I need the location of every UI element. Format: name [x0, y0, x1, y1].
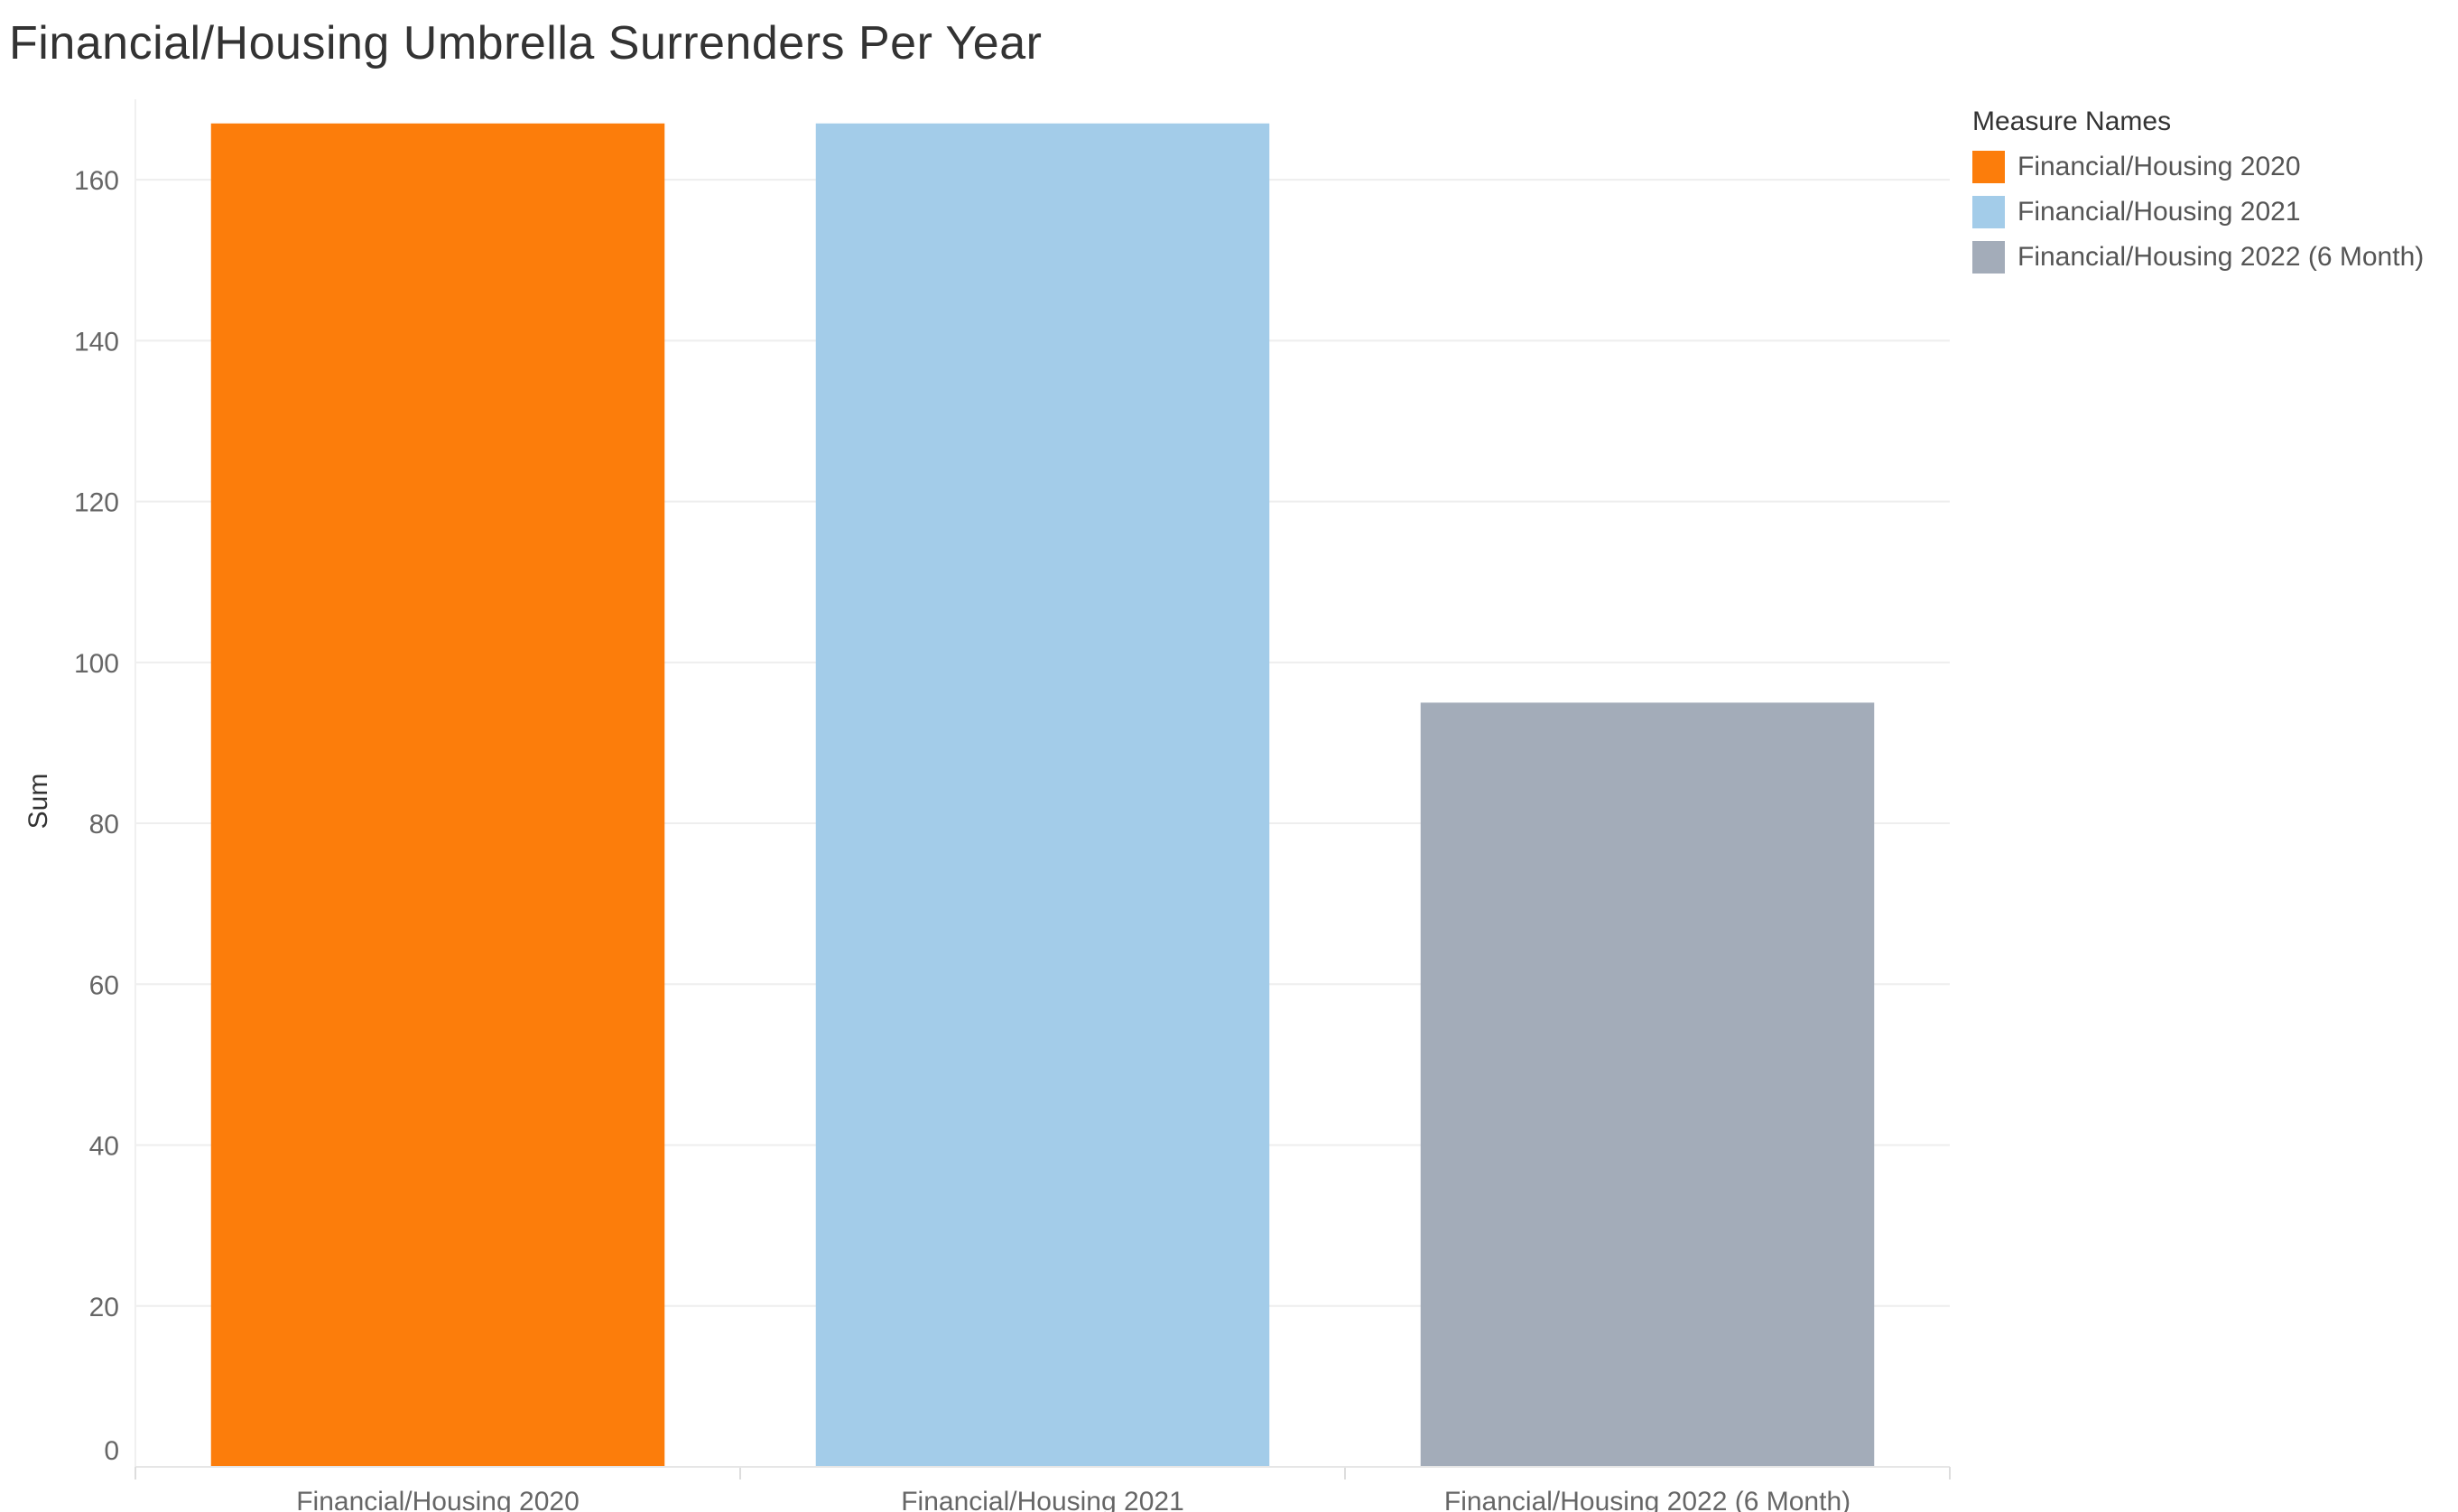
- legend-item-2020[interactable]: Financial/Housing 2020: [1972, 144, 2424, 190]
- y-tick-label: 160: [74, 166, 119, 196]
- legend-item-2022[interactable]: Financial/Housing 2022 (6 Month): [1972, 235, 2424, 280]
- y-tick-label: 80: [89, 810, 119, 839]
- y-tick-label: 60: [89, 970, 119, 1000]
- legend-label-2020: Financial/Housing 2020: [2017, 152, 2301, 181]
- y-tick-label: 40: [89, 1132, 119, 1162]
- bar-0[interactable]: [210, 123, 665, 1467]
- x-tick-label: Financial/Housing 2020: [296, 1487, 580, 1512]
- y-axis-label: Sum: [23, 774, 53, 830]
- legend-swatch-2022: [1972, 241, 2005, 274]
- legend-swatch-2021: [1972, 196, 2005, 228]
- bars: [210, 123, 1875, 1467]
- y-tick-label: 140: [74, 327, 119, 357]
- chart-title: Financial/Housing Umbrella Surrenders Pe…: [9, 17, 1043, 70]
- y-tick-label: 20: [89, 1293, 119, 1322]
- legend-item-2021[interactable]: Financial/Housing 2021: [1972, 190, 2424, 235]
- y-tick-label: 120: [74, 488, 119, 518]
- legend-label-2022: Financial/Housing 2022 (6 Month): [2017, 242, 2425, 272]
- bar-1[interactable]: [815, 123, 1270, 1467]
- legend: Measure Names Financial/Housing 2020 Fin…: [1972, 107, 2424, 280]
- bar-2[interactable]: [1420, 702, 1875, 1467]
- y-tick-label: 100: [74, 649, 119, 679]
- x-tick-label: Financial/Housing 2021: [901, 1487, 1184, 1512]
- axes: 0 20 40 60 80 100 120 140 160 Sum Financial/Housin…: [23, 99, 1951, 1512]
- legend-label-2021: Financial/Housing 2021: [2017, 197, 2301, 227]
- x-tick-label: Financial/Housing 2022 (6 Month): [1444, 1487, 1850, 1512]
- legend-swatch-2020: [1972, 151, 2005, 183]
- legend-title: Measure Names: [1972, 107, 2172, 136]
- y-tick-label: 0: [104, 1436, 119, 1466]
